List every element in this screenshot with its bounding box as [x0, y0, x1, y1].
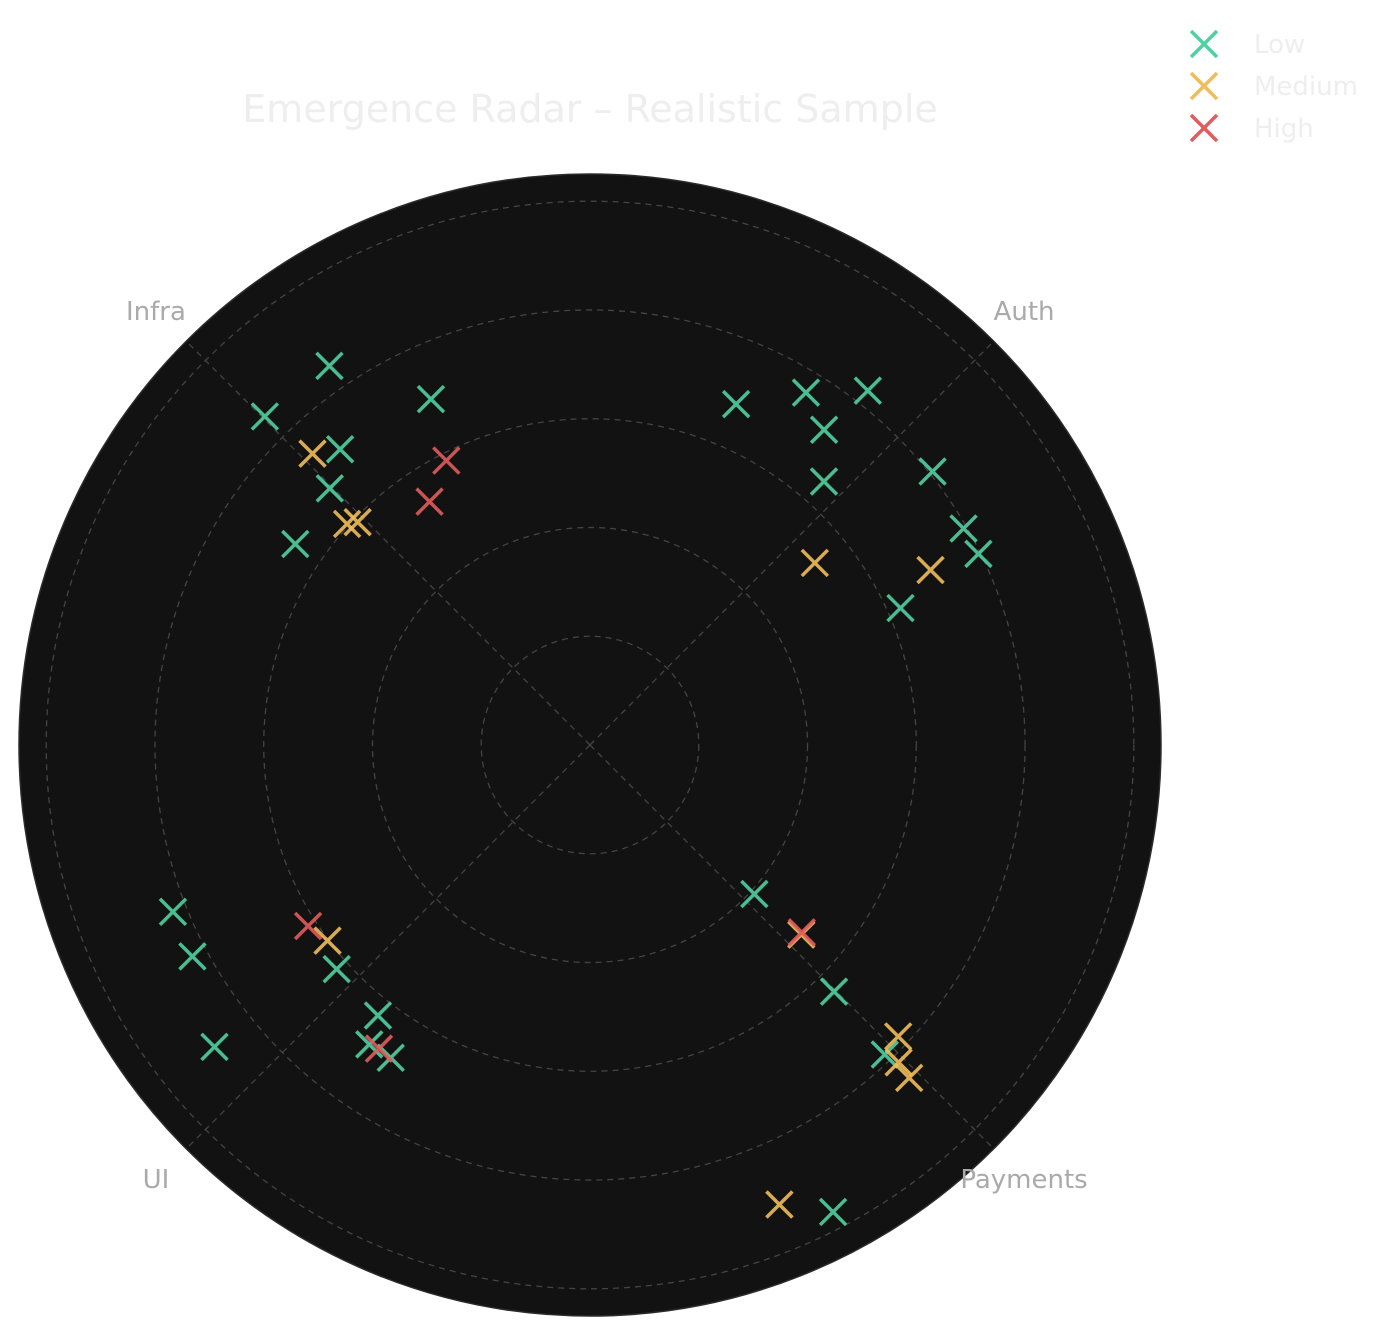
point-low-17 — [158, 897, 188, 927]
grid-ring-5 — [45, 200, 1135, 1290]
point-low-5 — [853, 376, 883, 405]
point-medium-8 — [883, 1022, 913, 1051]
point-low-25 — [870, 1040, 900, 1069]
legend-marker-medium — [1189, 71, 1219, 101]
point-medium-11 — [765, 1190, 794, 1219]
point-low-23 — [740, 879, 769, 909]
point-high-5 — [787, 918, 817, 947]
point-low-24 — [819, 977, 849, 1006]
point-low-18 — [200, 1032, 229, 1062]
point-medium-4 — [332, 509, 362, 539]
point-low-21 — [355, 1030, 384, 1059]
legend-marker-low — [1189, 29, 1219, 59]
point-low-14 — [281, 529, 310, 559]
point-medium-10 — [894, 1063, 924, 1093]
point-medium-9 — [884, 1048, 913, 1077]
point-medium-5 — [343, 507, 372, 537]
legend-label-medium: Medium — [1254, 72, 1358, 102]
axis-spoke-ui — [185, 744, 591, 1150]
grid-ring-4 — [154, 309, 1026, 1181]
point-low-22 — [322, 954, 351, 984]
point-low-8 — [964, 539, 993, 569]
point-medium-1 — [800, 548, 830, 578]
point-medium-3 — [298, 439, 327, 468]
data-points — [158, 351, 993, 1227]
point-low-10 — [315, 351, 344, 381]
point-high-2 — [432, 446, 461, 475]
point-low-1 — [809, 415, 839, 445]
axis-label-ui: UI — [143, 1165, 170, 1195]
legend-label-high: High — [1254, 114, 1314, 144]
point-medium-2 — [916, 555, 945, 585]
point-low-20 — [376, 1043, 405, 1073]
point-high-3 — [293, 911, 323, 941]
point-low-9 — [949, 514, 978, 543]
legend-label-low: Low — [1254, 30, 1305, 60]
chart-title: Emergence Radar – Realistic Sample — [242, 87, 938, 131]
point-low-26 — [818, 1197, 848, 1227]
point-high-1 — [415, 487, 444, 516]
legend: Low Medium High — [1189, 29, 1358, 144]
point-low-16 — [178, 942, 207, 971]
axis-spoke-infra — [185, 340, 591, 746]
axis-label-auth: Auth — [994, 297, 1055, 327]
point-low-15 — [315, 474, 345, 503]
radar-grid — [45, 200, 1135, 1290]
point-low-2 — [721, 389, 751, 419]
axis-labels: Auth Infra UI Payments — [126, 297, 1088, 1195]
legend-marker-high — [1189, 113, 1219, 143]
point-low-19 — [363, 1001, 393, 1030]
point-low-13 — [325, 435, 355, 464]
axis-spoke-payments — [589, 744, 995, 1150]
point-low-4 — [809, 467, 839, 496]
axis-label-infra: Infra — [126, 297, 186, 327]
grid-ring-1 — [480, 635, 700, 855]
grid-ring-3 — [263, 418, 917, 1072]
point-high-4 — [364, 1034, 394, 1063]
point-low-7 — [886, 593, 915, 623]
point-low-11 — [250, 402, 280, 431]
point-medium-6 — [313, 926, 342, 955]
point-low-3 — [791, 378, 821, 407]
point-low-12 — [416, 384, 446, 414]
grid-ring-2 — [371, 526, 809, 964]
axis-spoke-auth — [589, 340, 995, 746]
axis-label-payments: Payments — [960, 1165, 1087, 1195]
point-low-6 — [918, 457, 947, 486]
